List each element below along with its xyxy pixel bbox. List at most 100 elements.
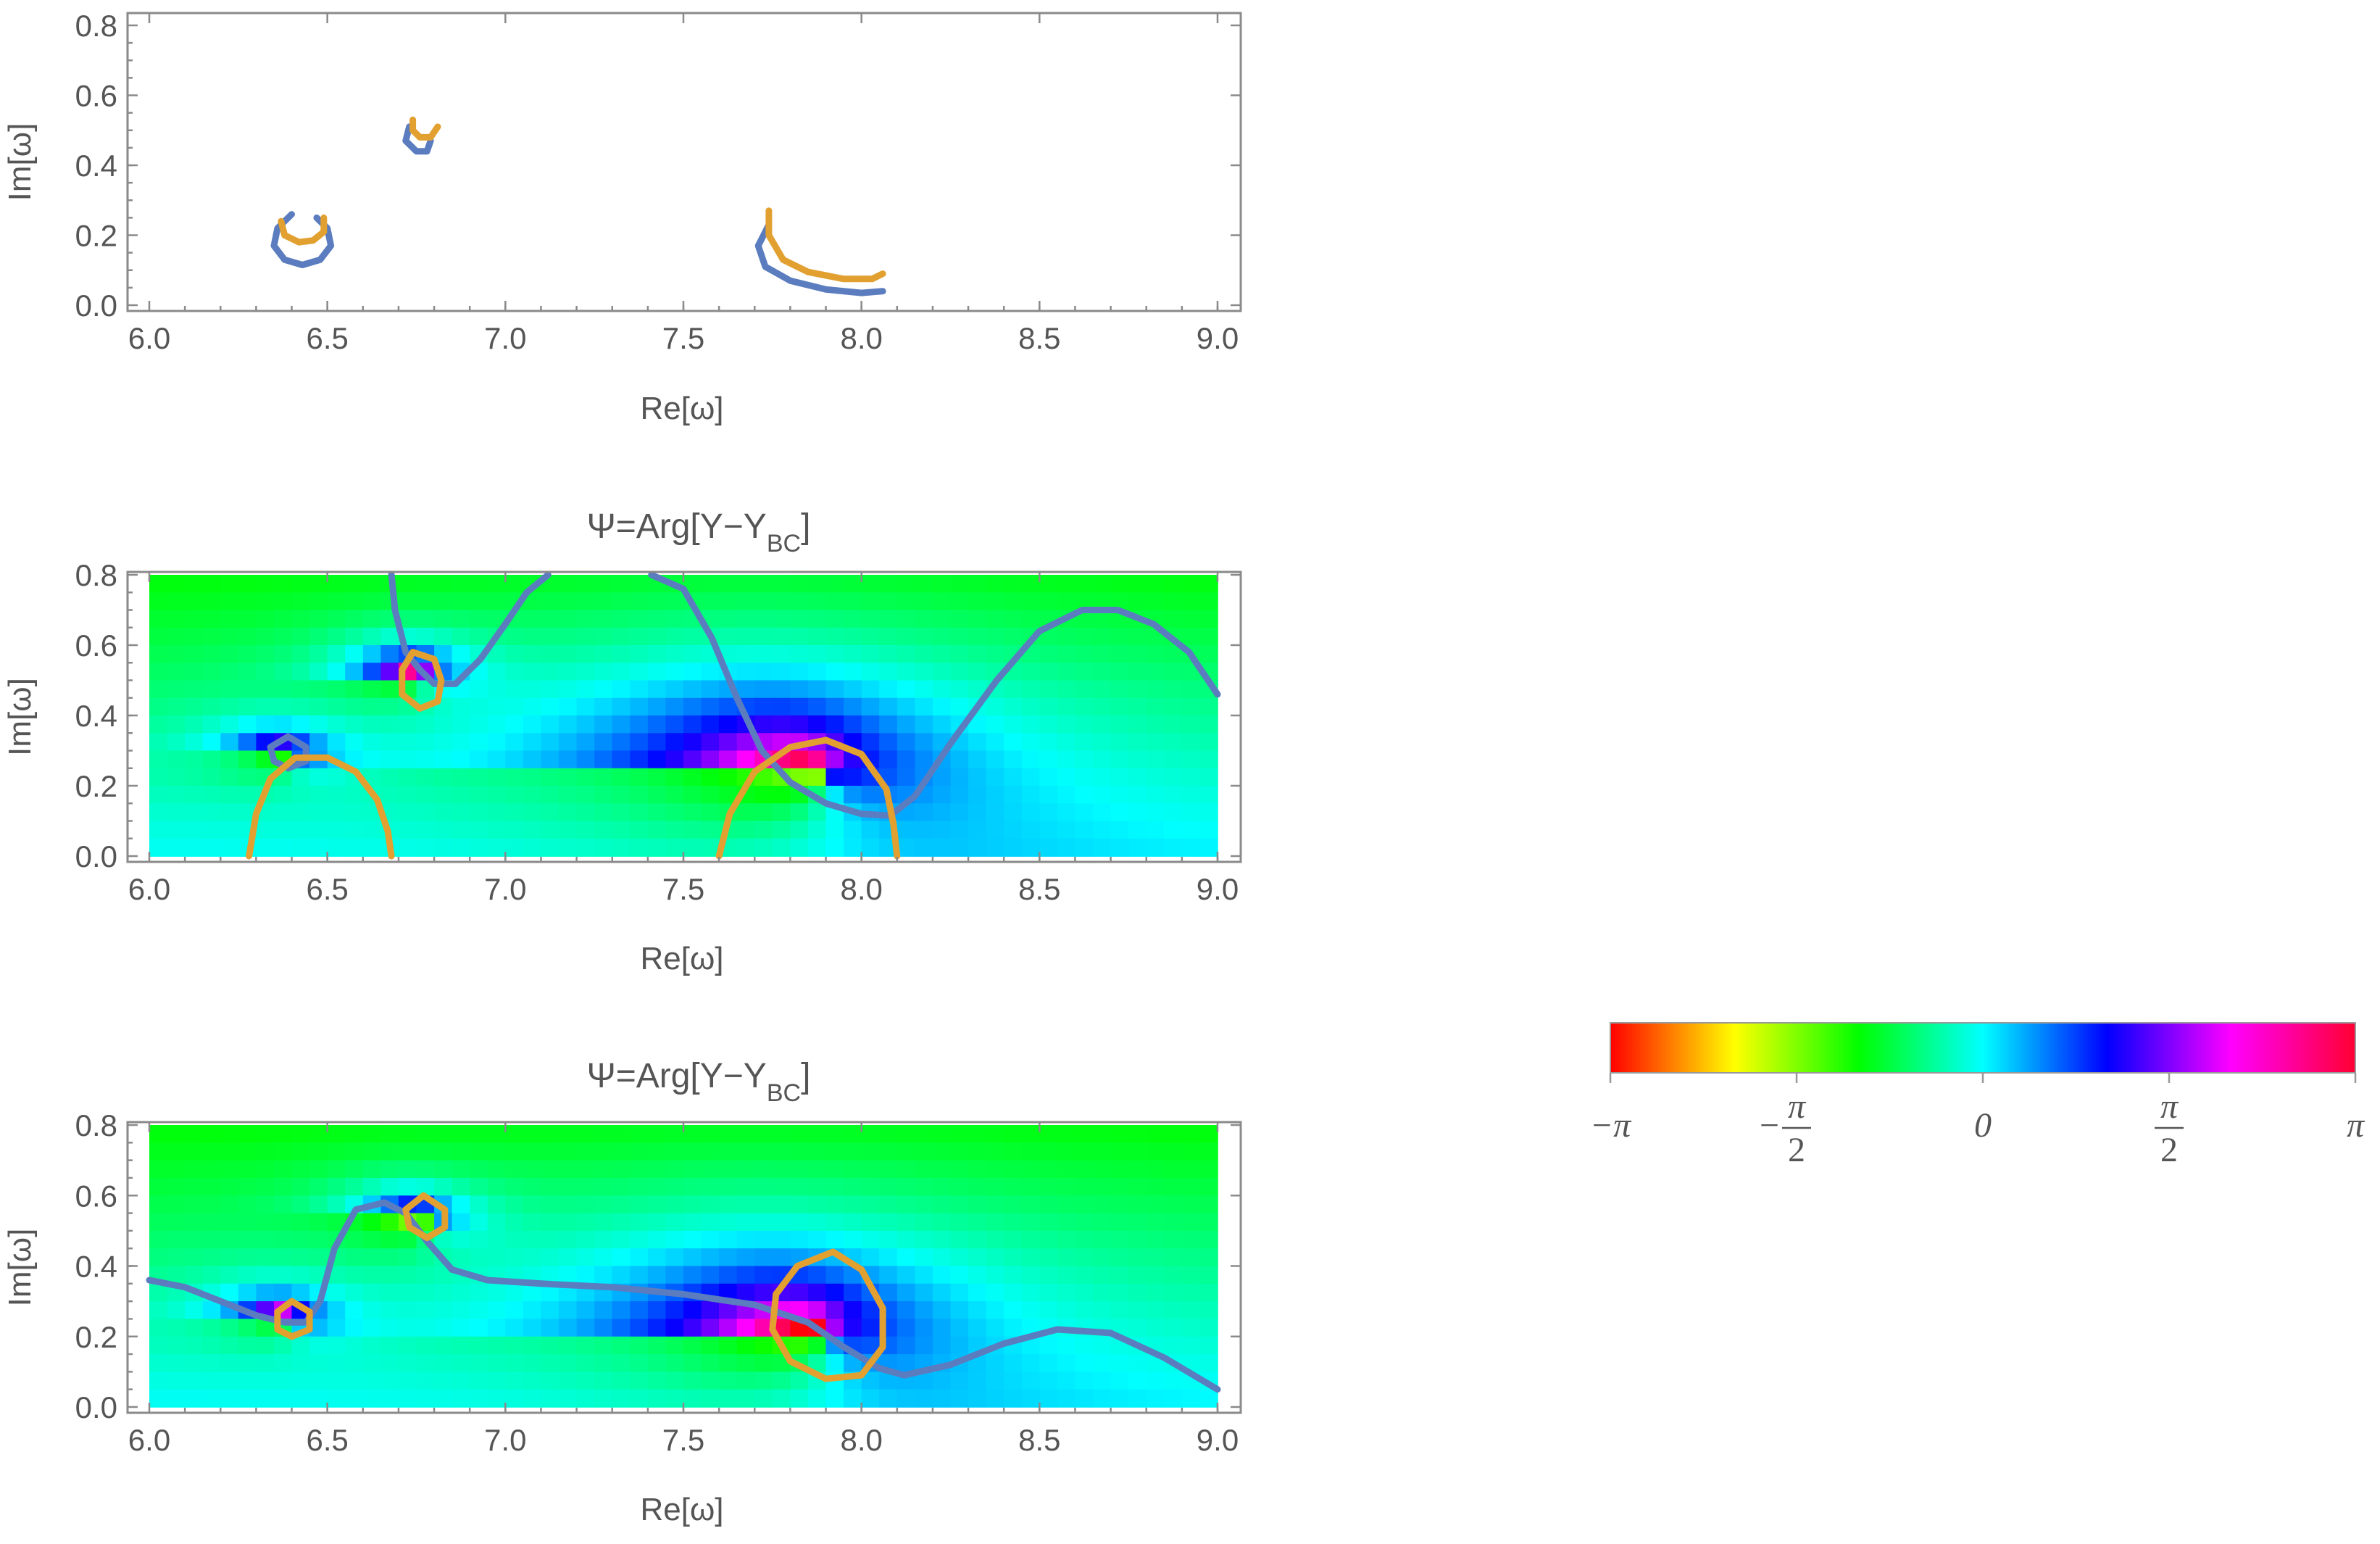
field-cell bbox=[149, 715, 168, 734]
field-cell bbox=[1021, 680, 1041, 699]
field-cell bbox=[647, 1142, 667, 1161]
field-cell bbox=[541, 1301, 559, 1320]
field-cell bbox=[915, 663, 933, 681]
field-cell bbox=[1128, 1160, 1147, 1179]
field-cell bbox=[915, 821, 933, 839]
field-cell bbox=[576, 1354, 595, 1373]
field-cell bbox=[1075, 645, 1094, 664]
field-cell bbox=[291, 786, 310, 805]
field-cell bbox=[523, 733, 542, 752]
field-cell bbox=[327, 1195, 346, 1214]
field-cell bbox=[1146, 1301, 1165, 1320]
field-cell bbox=[932, 1266, 952, 1284]
field-cell bbox=[1164, 1230, 1183, 1249]
field-cell bbox=[986, 575, 1004, 594]
field-cell bbox=[1093, 1371, 1112, 1390]
field-cell bbox=[1181, 680, 1201, 699]
field-cell bbox=[1128, 663, 1147, 681]
field-cell bbox=[309, 1142, 328, 1161]
field-cell bbox=[825, 1230, 844, 1249]
field-cell bbox=[1057, 1195, 1076, 1214]
field-cell bbox=[772, 1125, 791, 1144]
field-cell bbox=[309, 680, 328, 699]
field-cell bbox=[256, 1283, 275, 1302]
field-cell bbox=[309, 575, 328, 594]
field-cell bbox=[452, 592, 470, 611]
field-cell bbox=[523, 1371, 542, 1390]
field-cell bbox=[1004, 1195, 1023, 1214]
field-cell bbox=[274, 592, 293, 611]
field-cell bbox=[505, 786, 524, 805]
field-cell bbox=[202, 592, 222, 611]
field-cell bbox=[309, 786, 328, 805]
field-cell bbox=[149, 786, 168, 805]
field-cell bbox=[754, 803, 773, 822]
field-cell bbox=[612, 1248, 631, 1267]
field-cell bbox=[398, 803, 417, 822]
field-cell bbox=[915, 1248, 933, 1267]
field-cell bbox=[167, 663, 186, 681]
panel-3-title-main: Ψ=Arg[Y−Y bbox=[587, 1057, 767, 1095]
field-cell bbox=[683, 680, 702, 699]
field-cell bbox=[683, 1336, 702, 1355]
field-cell bbox=[576, 1266, 595, 1284]
field-cell bbox=[772, 1160, 791, 1179]
field-cell bbox=[256, 838, 275, 857]
field-cell bbox=[1057, 1336, 1076, 1355]
field-cell bbox=[559, 715, 578, 734]
field-cell bbox=[719, 1195, 738, 1214]
field-cell bbox=[1021, 610, 1041, 628]
field-cell bbox=[470, 680, 488, 699]
field-cell bbox=[1110, 627, 1129, 646]
field-cell bbox=[434, 750, 453, 769]
field-cell bbox=[416, 803, 435, 822]
field-cell bbox=[772, 821, 791, 839]
field-cell bbox=[470, 750, 488, 769]
field-cell bbox=[612, 821, 631, 839]
field-cell bbox=[470, 1230, 488, 1249]
field-cell bbox=[487, 1230, 507, 1249]
field-cell bbox=[630, 1177, 649, 1196]
field-cell bbox=[1057, 1301, 1076, 1320]
field-cell bbox=[647, 1266, 667, 1284]
field-cell bbox=[470, 838, 488, 857]
field-cell bbox=[362, 575, 382, 594]
field-cell bbox=[362, 645, 382, 664]
field-cell bbox=[541, 1371, 559, 1390]
field-cell bbox=[470, 592, 488, 611]
field-cell bbox=[452, 1142, 470, 1161]
field-cell bbox=[844, 1195, 862, 1214]
field-cell bbox=[1110, 1283, 1129, 1302]
field-cell bbox=[452, 821, 470, 839]
field-cell bbox=[1075, 697, 1094, 716]
field-cell bbox=[1146, 1371, 1165, 1390]
field-cell bbox=[1039, 645, 1058, 664]
field-cell bbox=[541, 1160, 559, 1179]
field-cell bbox=[986, 1301, 1004, 1320]
field-cell bbox=[701, 1389, 720, 1408]
x-tick-label: 7.5 bbox=[662, 872, 704, 906]
field-cell bbox=[932, 1283, 952, 1302]
field-cell bbox=[523, 1177, 542, 1196]
field-cell bbox=[665, 1354, 684, 1373]
field-cell bbox=[362, 1266, 382, 1284]
field-cell bbox=[1128, 768, 1147, 786]
field-cell bbox=[915, 680, 933, 699]
field-cell bbox=[576, 821, 595, 839]
field-cell bbox=[167, 610, 186, 628]
field-cell bbox=[185, 1213, 204, 1232]
field-cell bbox=[1199, 1389, 1218, 1408]
field-cell bbox=[896, 645, 916, 664]
field-cell bbox=[416, 1160, 435, 1179]
field-cell bbox=[825, 610, 844, 628]
field-cell bbox=[185, 663, 204, 681]
field-cell bbox=[523, 1336, 542, 1355]
field-cell bbox=[505, 750, 524, 769]
field-cell bbox=[968, 1160, 987, 1179]
field-cell bbox=[665, 1389, 684, 1408]
field-cell bbox=[256, 1389, 275, 1408]
field-cell bbox=[1146, 750, 1165, 769]
field-cell bbox=[1021, 715, 1041, 734]
y-tick-label: 0.6 bbox=[75, 1179, 117, 1213]
field-cell bbox=[452, 1371, 470, 1390]
